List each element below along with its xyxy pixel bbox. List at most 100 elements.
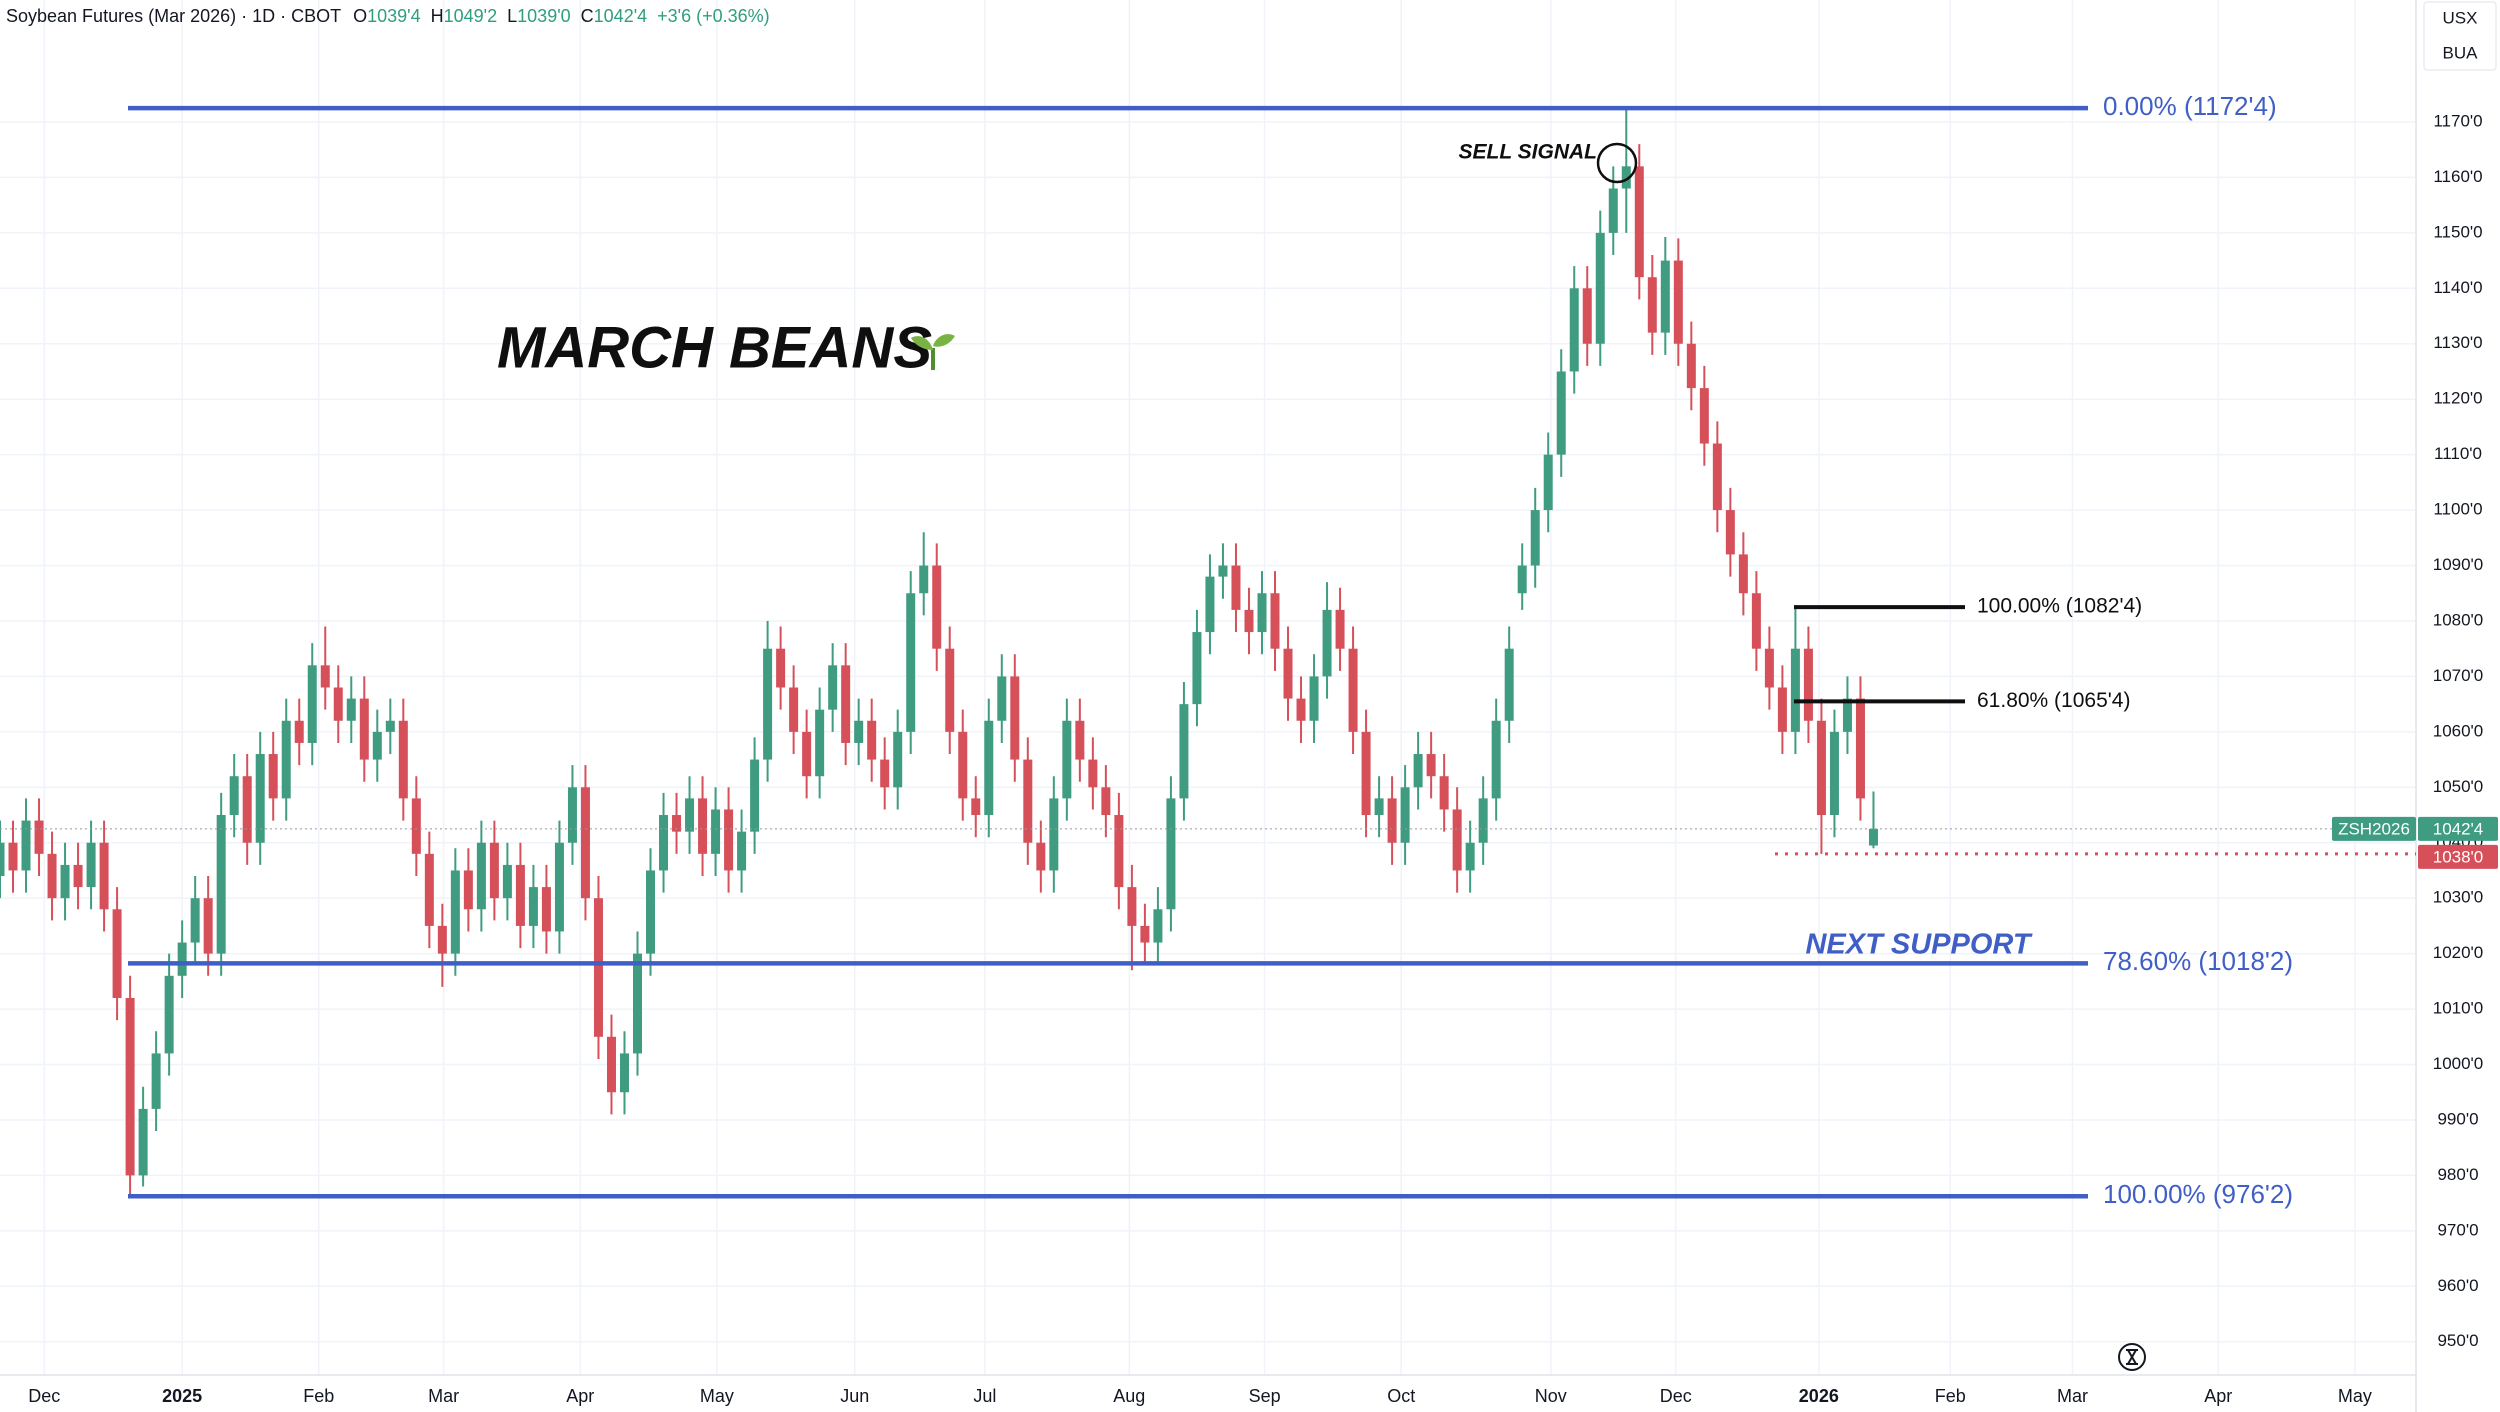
candle-body [1816, 720, 1826, 816]
symbol-tag-bg [2332, 816, 2416, 841]
candle-body [984, 720, 994, 816]
candle-body [1764, 648, 1774, 688]
fib-label: 0.00% (1172'4) [2103, 91, 2277, 121]
candle-body [372, 731, 382, 760]
x-tick-label: Jun [840, 1386, 869, 1406]
candle-body [99, 842, 109, 910]
candle-body [619, 1053, 629, 1093]
candle-body [711, 809, 721, 854]
candle-body [1621, 166, 1631, 189]
candle-body [1153, 909, 1163, 943]
candle-body [1192, 632, 1202, 705]
candle-body [1296, 698, 1306, 721]
candle-body [1023, 759, 1033, 843]
candle-body [1595, 232, 1605, 344]
candle-body [47, 853, 57, 899]
y-tick-label: 1010'0 [2433, 999, 2484, 1018]
candle-body [1842, 698, 1852, 732]
candle-body [1049, 798, 1059, 871]
ohlc-label: H [430, 6, 444, 26]
candle-body [1868, 828, 1878, 846]
candle-body [86, 842, 96, 888]
sell-signal-label: SELL SIGNAL [1459, 141, 1597, 164]
candle-body [554, 842, 564, 932]
candle-body [1725, 510, 1735, 555]
x-tick-label: 2025 [162, 1386, 202, 1406]
retracement-label: 100.00% (1082'4) [1977, 595, 2142, 618]
candle-body [1790, 648, 1800, 732]
replay-icon[interactable] [2118, 1343, 2146, 1371]
candle-body [281, 720, 291, 799]
x-tick-label: May [700, 1386, 734, 1406]
x-tick-label: 2026 [1799, 1386, 1839, 1406]
candle-body [125, 997, 135, 1176]
ohlc-label: O [353, 6, 368, 26]
candle-body [1465, 842, 1475, 871]
candle-body [828, 665, 838, 710]
unit-box[interactable] [2423, 1, 2497, 71]
y-tick-label: 1120'0 [2433, 389, 2482, 408]
grid [0, 0, 2416, 1375]
candle-body [776, 648, 786, 688]
candle-body [1803, 648, 1813, 721]
candle-body [659, 815, 669, 871]
ohlc-label: C [580, 6, 594, 26]
symbol-tag: ZSH2026 [2338, 819, 2410, 838]
candle-body [1374, 798, 1384, 816]
y-tick-label: 1030'0 [2433, 888, 2484, 907]
candle-body [1335, 609, 1345, 649]
candle-body [268, 754, 278, 799]
price-tag-bg [2418, 816, 2498, 841]
candle-body [450, 870, 460, 954]
ohlc-value: 1049'2 [443, 6, 498, 26]
candle-body [203, 898, 213, 954]
candle-body [633, 953, 643, 1054]
candle-body [1127, 887, 1137, 926]
candle-body [763, 648, 773, 760]
x-tick-label: Apr [566, 1386, 594, 1406]
y-tick-label: 1140'0 [2433, 278, 2482, 297]
fib-label: 100.00% (976'2) [2103, 1179, 2293, 1209]
symbol-header: Soybean Futures (Mar 2026) · 1D · CBOT O1… [6, 6, 780, 27]
sprout-icon [911, 334, 955, 370]
candle-body [646, 870, 656, 954]
candle-body [1101, 787, 1111, 816]
candle-body [1270, 593, 1280, 649]
x-tick-label: Jul [973, 1386, 996, 1406]
ohlc-label: L [507, 6, 518, 26]
retracement-label: 61.80% (1065'4) [1977, 689, 2130, 712]
candle-body [1556, 371, 1566, 455]
y-tick-label: 1160'0 [2433, 167, 2482, 186]
candle-body [945, 648, 955, 732]
candle-body [411, 798, 421, 854]
candle-body [1179, 704, 1189, 799]
candle-body [1829, 731, 1839, 816]
candle-body [958, 731, 968, 799]
sell-signal-circle [1596, 142, 1638, 184]
candle-body [802, 731, 812, 777]
candle-body [1413, 754, 1423, 788]
y-tick-label: 980'0 [2437, 1165, 2478, 1184]
candle-body [1075, 720, 1085, 760]
candle-body [1712, 443, 1722, 511]
candle-body [1205, 576, 1215, 633]
candle-body [1114, 815, 1124, 888]
candle-body [1660, 260, 1670, 333]
candle-body [8, 842, 18, 871]
x-tick-label: Sep [1249, 1386, 1281, 1406]
candle-body [1348, 648, 1358, 732]
x-tick-label: Aug [1113, 1386, 1145, 1406]
candle-body [437, 925, 447, 954]
candle-body [1699, 388, 1709, 444]
x-tick-label: Mar [2057, 1386, 2088, 1406]
candle-body [1231, 565, 1241, 610]
candle-body [789, 687, 799, 732]
candle-body [880, 759, 890, 788]
unit: BUA [2443, 43, 2479, 62]
candle-body [1426, 754, 1436, 777]
currency: USX [2443, 8, 2478, 27]
candle-body [854, 720, 864, 743]
candle-body [320, 665, 330, 688]
chart-title: MARCH BEANS [497, 315, 932, 380]
candle-body [672, 815, 682, 832]
